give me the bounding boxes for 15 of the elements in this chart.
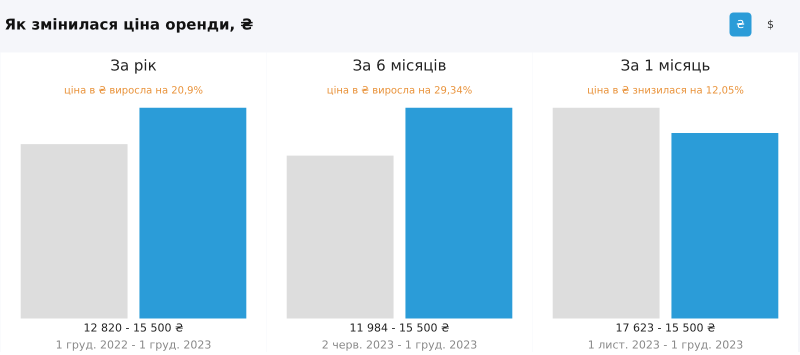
text: 1 лист. 2023 - 1 груд. 2023 [588, 338, 744, 352]
chart-title: За 6 місяців [352, 56, 446, 74]
chart-subtitle: ціна в ₴ виросла на 20,9% [64, 86, 204, 96]
text: ₴ [736, 18, 745, 31]
text: 2 черв. 2023 - 1 груд. 2023 [322, 338, 478, 352]
text: Як змінилася ціна оренди, ₴ [4, 16, 254, 34]
text: 11 984 - 15 500 ₴ [350, 322, 450, 334]
chart-title: За рік [110, 56, 157, 74]
text: 12 820 - 15 500 ₴ [84, 322, 184, 334]
text: 17 623 - 15 500 ₴ [616, 322, 716, 334]
chart-subtitle: ціна в ₴ знизилася на 12,05% [587, 86, 744, 96]
text: $ [767, 18, 774, 31]
chart-title: За 1 місяць [620, 56, 710, 74]
text: 1 груд. 2022 - 1 груд. 2023 [56, 338, 212, 352]
chart-subtitle: ціна в ₴ виросла на 29,34% [326, 86, 472, 96]
